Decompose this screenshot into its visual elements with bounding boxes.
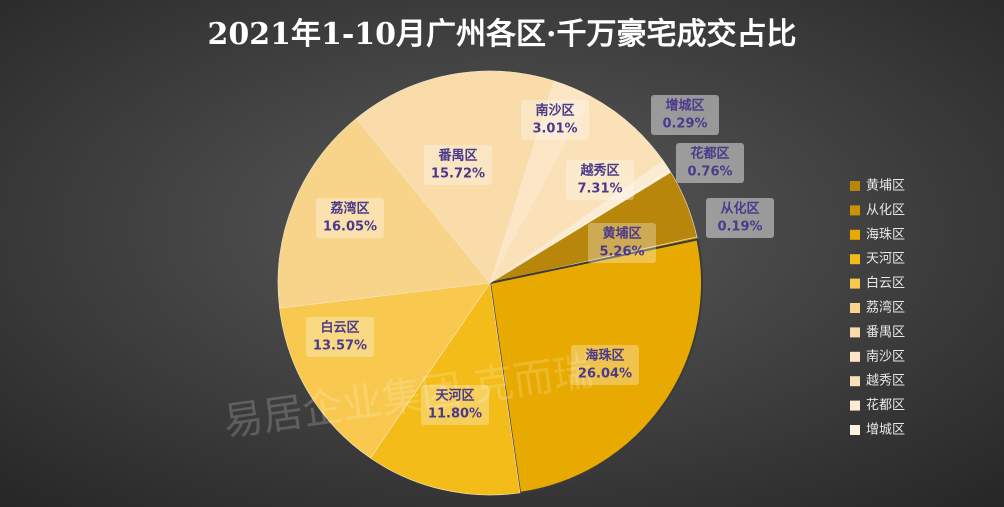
data-label-name: 番禺区: [437, 148, 477, 164]
legend-swatch: [850, 327, 860, 338]
data-label-name: 从化区: [720, 201, 759, 217]
pie-slice: [279, 282, 491, 459]
data-label: 0.76%: [687, 165, 732, 180]
label-box: [424, 145, 492, 185]
pie-slice: [356, 70, 555, 284]
data-label: 0.19%: [717, 220, 762, 235]
legend-label: 越秀区: [866, 374, 905, 389]
legend-label: 番禺区: [866, 325, 905, 340]
legend-label: 南沙区: [866, 348, 905, 364]
legend-label: 从化区: [866, 203, 905, 218]
label-box: [566, 160, 634, 200]
legend-label: 白云区: [866, 275, 905, 291]
legend-swatch: [850, 181, 860, 191]
data-label: 16.05%: [323, 220, 377, 235]
legend-label: 增城区: [866, 423, 905, 438]
legend-swatch: [850, 303, 860, 313]
label-box: [571, 345, 639, 385]
legend-swatch: [850, 205, 860, 216]
legend-label: 海珠区: [866, 227, 905, 242]
data-label: 0.29%: [662, 117, 707, 132]
data-label-name: 增城区: [665, 98, 704, 114]
legend-label: 黄埔区: [866, 179, 905, 194]
data-label: 3.01%: [532, 122, 577, 137]
data-label: 5.26%: [599, 245, 644, 260]
legend-swatch: [850, 254, 860, 265]
data-label-name: 海珠区: [585, 348, 624, 364]
data-label-name: 花都区: [690, 146, 729, 162]
data-label-name: 白云区: [320, 320, 359, 336]
chart-title: 2021年1-10月广州各区·千万豪宅成交占比: [207, 17, 796, 52]
legend-swatch: [850, 376, 860, 387]
pie-slice: [489, 96, 664, 284]
legend-label: 天河区: [866, 252, 905, 267]
data-label: 26.04%: [578, 367, 632, 382]
label-box: [676, 143, 744, 183]
pie: [277, 70, 703, 496]
label-box: [706, 198, 774, 238]
legend-swatch: [850, 351, 860, 362]
legend-swatch: [850, 229, 860, 240]
pie-slice: [489, 168, 672, 284]
data-label-name: 南沙区: [535, 103, 574, 119]
data-label: 15.72%: [431, 167, 485, 182]
label-box: [316, 198, 384, 238]
legend-swatch: [850, 425, 860, 435]
label-box: [651, 95, 719, 135]
legend-swatch: [850, 278, 860, 289]
label-box: [421, 385, 489, 425]
label-box: [588, 223, 656, 263]
data-label: 7.31%: [577, 182, 622, 197]
legend-label: 花都区: [866, 397, 905, 413]
legend-label: 荔湾区: [866, 300, 905, 316]
data-label-name: 天河区: [435, 388, 474, 404]
data-label: 13.57%: [313, 339, 367, 354]
pie-slice: [488, 238, 703, 494]
data-label-name: 黄埔区: [602, 226, 641, 242]
data-label-name: 越秀区: [579, 163, 619, 179]
data-label: 11.80%: [428, 407, 482, 422]
legend-swatch: [850, 400, 860, 411]
label-box: [521, 100, 589, 140]
label-box: [306, 317, 374, 357]
pie-slice: [277, 117, 491, 309]
pie-slice: [369, 282, 521, 496]
data-label-name: 荔湾区: [329, 201, 369, 217]
